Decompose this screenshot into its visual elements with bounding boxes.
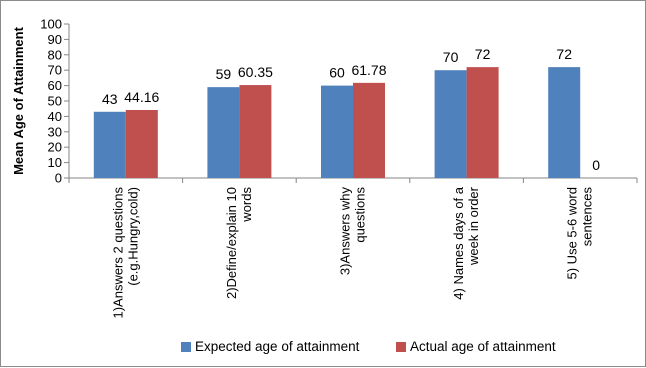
category-label: 3)Answers why <box>338 187 353 276</box>
y-tick-label: 80 <box>48 47 62 62</box>
data-label: 60 <box>329 65 345 81</box>
data-label: 70 <box>443 49 459 65</box>
y-axis-title: Mean Age of Attainment <box>11 26 26 174</box>
y-tick-label: 50 <box>48 94 62 109</box>
bar-expected <box>93 111 126 178</box>
y-tick-label: 70 <box>48 63 62 78</box>
category-label: words <box>239 187 254 223</box>
data-label: 43 <box>102 91 118 107</box>
y-tick-label: 60 <box>48 78 62 93</box>
bar-actual <box>466 67 499 178</box>
category-label: 2)Define/explain 10 <box>224 187 239 299</box>
data-label: 72 <box>556 46 572 62</box>
category-label: questions <box>353 187 368 243</box>
category-label: 4) Names days of a <box>451 186 466 299</box>
data-label: 59 <box>216 66 232 82</box>
legend-label: Actual age of attainment <box>410 339 556 354</box>
data-label: 61.78 <box>351 62 386 78</box>
bar-expected <box>434 70 467 178</box>
y-tick-label: 20 <box>48 140 62 155</box>
bar-actual <box>353 82 385 178</box>
bar-expected <box>321 85 353 178</box>
y-tick-label: 10 <box>48 155 62 170</box>
category-label: week in order <box>466 186 481 266</box>
y-tick-label: 90 <box>48 32 62 47</box>
data-label: 60.35 <box>238 64 273 80</box>
category-label: sentences <box>580 187 595 247</box>
data-label: 44.16 <box>124 89 159 105</box>
bar-expected <box>548 67 581 178</box>
y-tick-label: 0 <box>55 171 62 186</box>
y-tick-label: 40 <box>48 109 62 124</box>
bar-expected <box>207 87 240 178</box>
category-label: (e.g.Hungry,cold) <box>125 187 140 286</box>
bar-actual <box>125 109 158 178</box>
legend-label: Expected age of attainment <box>195 339 360 354</box>
y-tick-label: 30 <box>48 124 62 139</box>
data-label: 0 <box>592 157 600 173</box>
bar-actual <box>239 85 272 178</box>
data-label: 72 <box>475 46 491 62</box>
category-label: 1)Answers 2 questions <box>110 187 125 319</box>
legend-swatch-actual <box>396 342 406 352</box>
category-label: 5) Use 5-6 word <box>565 187 580 279</box>
legend-swatch-expected <box>181 342 191 352</box>
y-tick-label: 100 <box>40 17 62 32</box>
